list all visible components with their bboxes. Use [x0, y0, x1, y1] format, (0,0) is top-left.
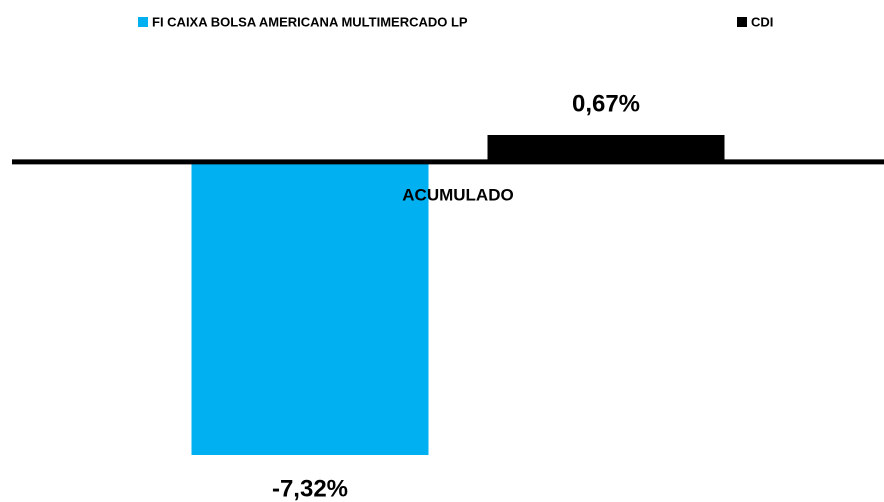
legend-label: FI CAIXA BOLSA AMERICANA MULTIMERCADO LP	[152, 14, 468, 29]
category-label: ACUMULADO	[402, 185, 513, 204]
bar	[487, 135, 725, 162]
legend-label: CDI	[751, 14, 773, 29]
legend-swatch	[138, 17, 148, 27]
bar	[191, 161, 429, 455]
legend-swatch	[737, 17, 747, 27]
value-label: -7,32%	[272, 475, 348, 502]
value-label: 0,67%	[572, 90, 640, 117]
